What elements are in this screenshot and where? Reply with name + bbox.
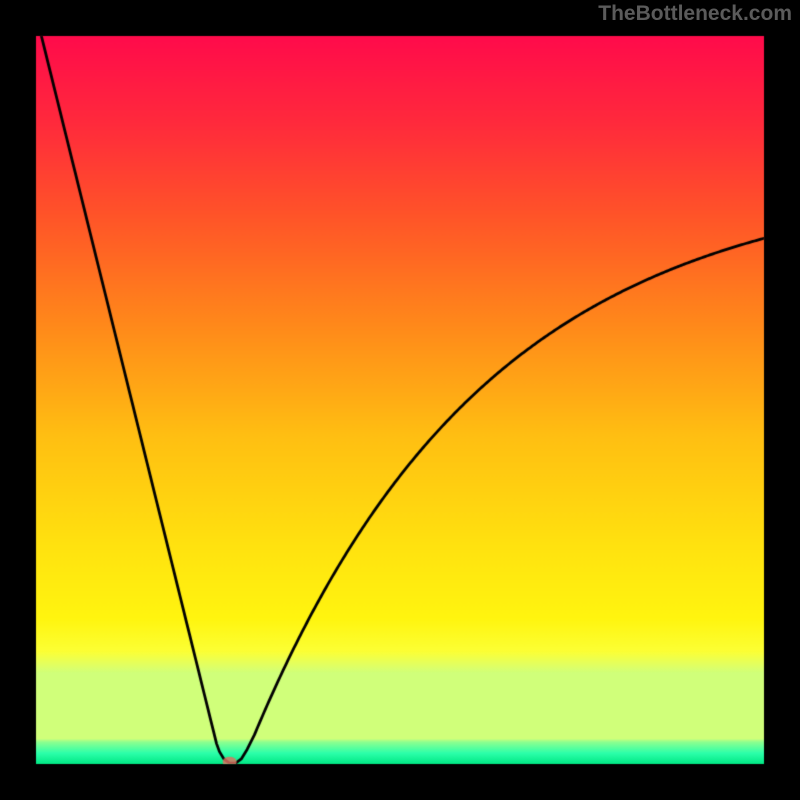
figure-root: TheBottleneck.com bbox=[0, 0, 800, 800]
attribution-text: TheBottleneck.com bbox=[598, 0, 800, 26]
curve-canvas bbox=[0, 0, 800, 800]
